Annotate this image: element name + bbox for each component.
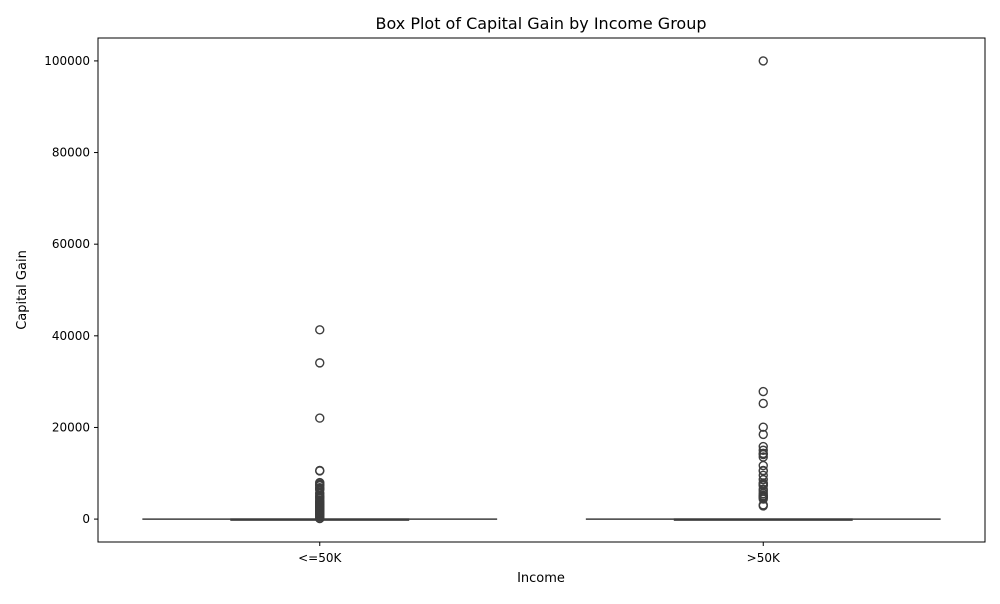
box-group — [142, 325, 498, 524]
outlier-point — [315, 513, 325, 524]
outlier-point — [758, 474, 768, 485]
chart-title: Box Plot of Capital Gain by Income Group — [375, 14, 706, 33]
y-tick-label: 80000 — [52, 146, 90, 160]
x-axis: <=50K >50K — [298, 542, 781, 565]
plot-marks — [142, 56, 941, 524]
outlier-point — [315, 325, 325, 335]
x-axis-label: Income — [517, 571, 565, 586]
y-tick-label: 0 — [82, 512, 90, 526]
outlier-point — [315, 466, 325, 476]
plot-frame — [97, 37, 986, 543]
y-axis-label: Capital Gain — [15, 250, 30, 330]
outlier-point — [758, 398, 768, 409]
outlier-point — [758, 501, 768, 511]
x-tick-label: >50K — [747, 551, 781, 565]
outlier-point — [758, 494, 768, 504]
y-axis: 0 20000 40000 60000 80000 100000 — [44, 54, 98, 526]
outlier-point — [315, 358, 325, 368]
outlier-point — [758, 56, 768, 66]
outlier-point — [758, 422, 768, 432]
box-group — [585, 56, 941, 521]
y-tick-label: 20000 — [52, 420, 90, 434]
y-tick-label: 60000 — [52, 237, 90, 251]
outlier-point — [758, 445, 768, 455]
outlier-point — [758, 429, 768, 440]
outlier-point — [758, 466, 768, 476]
x-tick-label: <=50K — [298, 551, 342, 565]
outlier-point — [758, 460, 768, 471]
outlier-point — [315, 413, 325, 423]
outlier-point — [758, 386, 768, 397]
y-tick-label: 100000 — [44, 54, 90, 68]
y-tick-label: 40000 — [52, 329, 90, 343]
